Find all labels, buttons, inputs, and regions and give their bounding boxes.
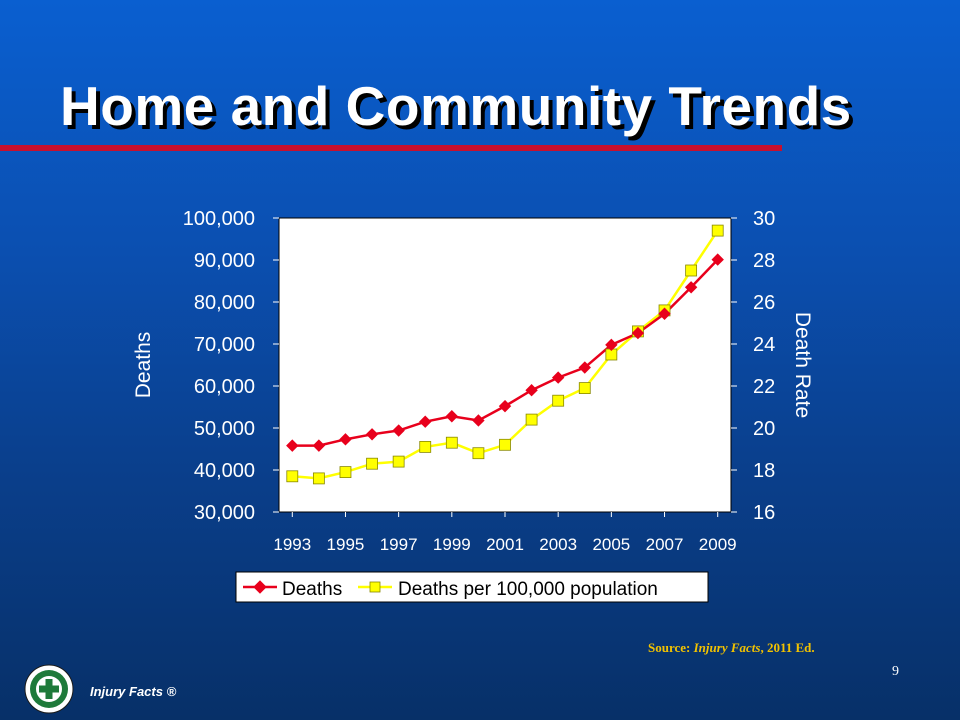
right-tick-label: 26: [753, 292, 775, 314]
rate-point: [392, 455, 405, 468]
x-tick-label: 2003: [539, 535, 577, 554]
right-tick-label: 28: [753, 250, 775, 272]
left-tick-label: 90,000: [194, 250, 255, 272]
legend-rate-marker: [369, 581, 381, 593]
x-tick-label: 2005: [592, 535, 630, 554]
deaths-point: [365, 428, 379, 441]
national-safety-council-logo: [24, 664, 74, 714]
rate-point: [552, 394, 565, 407]
deaths-point: [392, 424, 405, 437]
right-tick-label: 18: [753, 460, 775, 482]
left-tick-label: 70,000: [194, 334, 255, 356]
legend-deaths-label: Deaths: [282, 579, 342, 600]
deaths-point: [551, 371, 565, 384]
series-layer: [286, 224, 724, 485]
x-tick-label: 1993: [273, 535, 311, 554]
title-underline: [0, 145, 782, 151]
x-tick-label: 2007: [646, 535, 684, 554]
legend-rate-label: Deaths per 100,000 population: [398, 579, 658, 600]
x-tick-label: 1999: [433, 535, 471, 554]
rate-point: [499, 438, 511, 451]
deaths-point: [445, 410, 459, 423]
deaths-point: [711, 253, 724, 266]
deaths-point: [339, 433, 352, 446]
deaths-point: [498, 399, 512, 413]
source-title: Injury Facts: [693, 640, 761, 655]
left-tick-label: 50,000: [194, 418, 255, 440]
x-tick-label: 2001: [486, 535, 524, 554]
legend: Deaths Deaths per 100,000 population: [235, 571, 709, 603]
deaths-point: [631, 326, 645, 340]
left-tick-label: 40,000: [194, 460, 255, 482]
left-tick-label: 30,000: [194, 502, 255, 524]
page-title: Home and Community Trends: [60, 75, 852, 137]
plot-area: [278, 217, 732, 513]
rate-point: [286, 470, 299, 483]
rate-point: [685, 264, 698, 277]
right-tick-label: 16: [753, 502, 775, 524]
x-tick-label: 2009: [699, 535, 737, 554]
legend-box: [235, 571, 709, 603]
deaths-point: [658, 307, 671, 320]
rate-point: [525, 413, 538, 426]
left-axis-ticks: 30,000 40,000 50,000 60,000 70,000 80,000 90,0…: [183, 208, 279, 524]
legend-deaths-marker: [253, 580, 267, 594]
deaths-point: [525, 383, 538, 397]
deaths-point: [312, 439, 326, 452]
source-citation: Source: Injury Facts, 2011 Ed.: [648, 640, 815, 656]
rate-point: [366, 457, 378, 470]
left-tick-label: 80,000: [194, 292, 255, 314]
page-number: 9: [892, 664, 899, 679]
rate-point: [312, 472, 325, 485]
right-tick-label: 24: [753, 334, 775, 356]
rate-point: [472, 447, 485, 460]
rate-point: [339, 466, 352, 479]
rate-point: [445, 436, 458, 449]
right-tick-label: 22: [753, 376, 775, 398]
deaths-point: [472, 414, 485, 427]
source-label: Source:: [648, 640, 691, 655]
rate-point: [419, 440, 432, 453]
footer-brand: Injury Facts ®: [90, 684, 177, 699]
deaths-point: [684, 281, 698, 294]
deaths-point: [578, 361, 591, 374]
left-tick-label: 100,000: [183, 208, 255, 230]
x-tick-label: 1997: [380, 535, 418, 554]
x-axis-ticks: 1993 1995 1997 1999 2001 2003 2005 2007 2009: [273, 512, 737, 554]
deaths-point: [419, 415, 432, 428]
right-axis-title: Death Rate: [791, 312, 814, 418]
rate-point: [578, 382, 591, 395]
right-tick-label: 20: [753, 418, 775, 440]
source-edition: , 2011 Ed.: [760, 640, 815, 655]
rate-point: [711, 224, 724, 237]
left-tick-label: 60,000: [194, 376, 255, 398]
right-axis-ticks: 16 18 20 22 24 26 28 30: [731, 208, 775, 524]
left-axis-title: Deaths: [132, 332, 155, 399]
deaths-point: [286, 439, 299, 452]
right-tick-label: 30: [753, 208, 775, 230]
x-tick-label: 1995: [327, 535, 365, 554]
deaths-point: [605, 338, 618, 352]
